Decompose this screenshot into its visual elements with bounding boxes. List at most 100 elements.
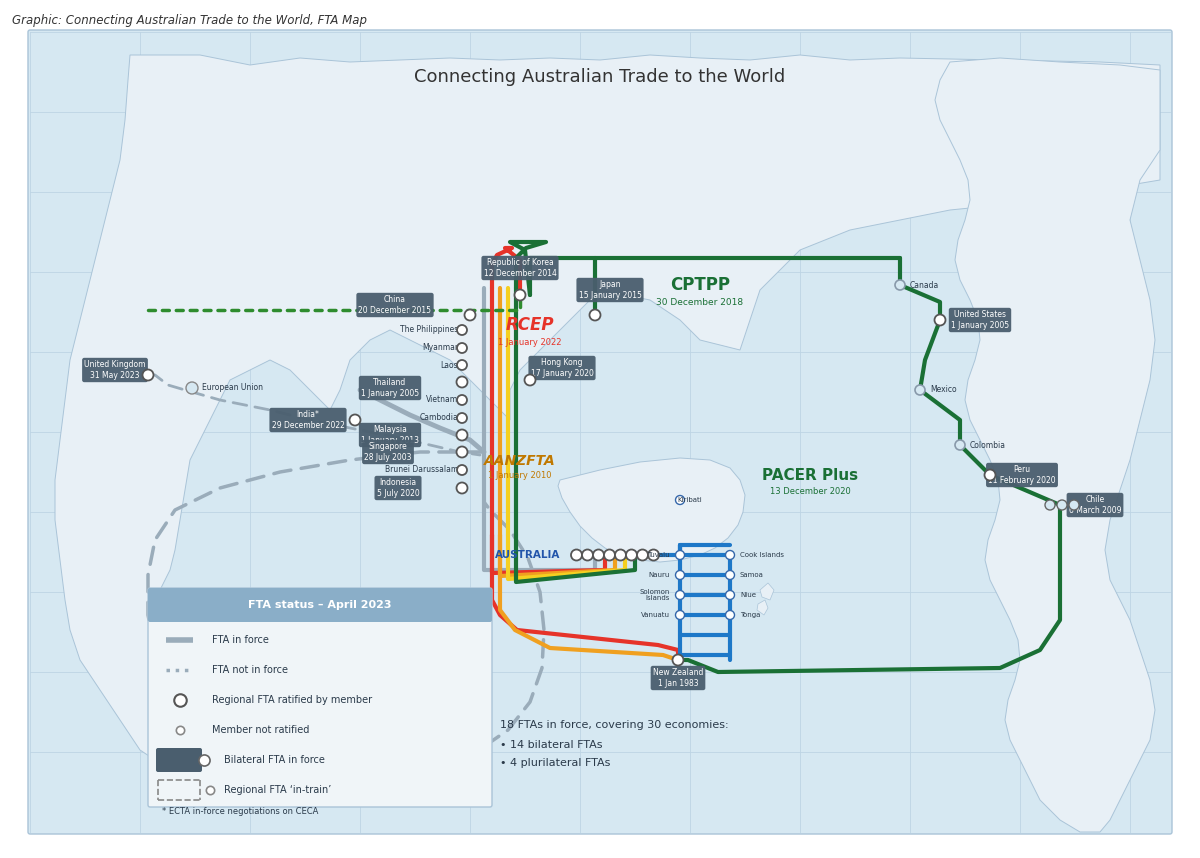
Text: China
20 December 2015: China 20 December 2015 bbox=[359, 295, 432, 315]
Text: Bilateral FTA in force: Bilateral FTA in force bbox=[224, 755, 325, 765]
Text: United Kingdom
31 May 2023: United Kingdom 31 May 2023 bbox=[84, 360, 145, 380]
FancyBboxPatch shape bbox=[156, 748, 202, 772]
Text: Samoa: Samoa bbox=[740, 572, 764, 578]
Text: PACER Plus: PACER Plus bbox=[762, 468, 858, 483]
Text: 1 January 2010: 1 January 2010 bbox=[488, 471, 552, 480]
Text: Myanmar: Myanmar bbox=[422, 343, 458, 353]
Circle shape bbox=[349, 414, 360, 426]
Circle shape bbox=[457, 343, 467, 353]
Polygon shape bbox=[558, 458, 745, 562]
Text: FTA in force: FTA in force bbox=[212, 635, 269, 645]
Circle shape bbox=[726, 551, 734, 559]
Text: Peru
11 February 2020: Peru 11 February 2020 bbox=[988, 465, 1056, 485]
Circle shape bbox=[186, 382, 198, 394]
Circle shape bbox=[456, 482, 468, 493]
Circle shape bbox=[457, 413, 467, 423]
Circle shape bbox=[676, 611, 684, 619]
Text: The Philippines: The Philippines bbox=[400, 325, 458, 335]
Text: India*
29 December 2022: India* 29 December 2022 bbox=[271, 410, 344, 430]
FancyBboxPatch shape bbox=[148, 588, 492, 807]
Text: * ECTA in-force negotiations on CECA: * ECTA in-force negotiations on CECA bbox=[162, 807, 318, 817]
Circle shape bbox=[984, 469, 996, 480]
Text: RCEP: RCEP bbox=[505, 316, 554, 334]
Text: Niue: Niue bbox=[740, 592, 756, 598]
Text: Connecting Australian Trade to the World: Connecting Australian Trade to the World bbox=[414, 68, 786, 86]
Circle shape bbox=[456, 430, 468, 440]
Text: Laos: Laos bbox=[440, 360, 458, 370]
Circle shape bbox=[524, 374, 535, 385]
Circle shape bbox=[589, 310, 600, 321]
Text: Hong Kong
17 January 2020: Hong Kong 17 January 2020 bbox=[530, 358, 594, 378]
Text: Brunei Darussalam: Brunei Darussalam bbox=[385, 466, 458, 474]
Circle shape bbox=[626, 549, 637, 560]
Circle shape bbox=[457, 465, 467, 475]
Text: New Zealand
1 Jan 1983: New Zealand 1 Jan 1983 bbox=[653, 668, 703, 688]
Text: Vietnam: Vietnam bbox=[426, 396, 458, 404]
Text: Chile
6 March 2009: Chile 6 March 2009 bbox=[1069, 495, 1121, 515]
Text: Cook Islands: Cook Islands bbox=[740, 552, 784, 558]
Circle shape bbox=[955, 440, 965, 450]
Text: 18 FTAs in force, covering 30 economies:: 18 FTAs in force, covering 30 economies: bbox=[500, 720, 728, 730]
Circle shape bbox=[676, 496, 684, 505]
Text: Singapore
28 July 2003: Singapore 28 July 2003 bbox=[365, 442, 412, 462]
Text: Nauru: Nauru bbox=[649, 572, 670, 578]
Circle shape bbox=[616, 549, 626, 560]
Circle shape bbox=[676, 551, 684, 559]
Text: European Union: European Union bbox=[202, 384, 263, 392]
Circle shape bbox=[582, 549, 593, 560]
Text: Solomon
Islands: Solomon Islands bbox=[640, 589, 670, 601]
Text: FTA status – April 2023: FTA status – April 2023 bbox=[248, 600, 391, 610]
Text: Thailand
1 January 2005: Thailand 1 January 2005 bbox=[361, 378, 419, 398]
Text: AUSTRALIA: AUSTRALIA bbox=[494, 550, 560, 560]
Text: Japan
15 January 2015: Japan 15 January 2015 bbox=[578, 280, 642, 300]
Polygon shape bbox=[935, 58, 1160, 832]
Circle shape bbox=[935, 315, 946, 325]
Circle shape bbox=[604, 549, 616, 560]
Text: Graphic: Connecting Australian Trade to the World, FTA Map: Graphic: Connecting Australian Trade to … bbox=[12, 14, 367, 27]
Circle shape bbox=[726, 571, 734, 579]
Circle shape bbox=[593, 549, 604, 560]
Circle shape bbox=[457, 325, 467, 335]
Text: AANZFTA: AANZFTA bbox=[484, 454, 556, 468]
Circle shape bbox=[726, 611, 734, 619]
Text: Member not ratified: Member not ratified bbox=[212, 725, 310, 735]
Text: Regional FTA ratified by member: Regional FTA ratified by member bbox=[212, 695, 372, 705]
Polygon shape bbox=[760, 583, 774, 600]
Circle shape bbox=[916, 385, 925, 395]
Text: Tuvalu: Tuvalu bbox=[647, 552, 670, 558]
Text: Vanuatu: Vanuatu bbox=[641, 612, 670, 618]
Circle shape bbox=[571, 549, 582, 560]
Text: CPTPP: CPTPP bbox=[670, 276, 730, 294]
Text: 30 December 2018: 30 December 2018 bbox=[656, 298, 744, 307]
Circle shape bbox=[648, 549, 659, 560]
Circle shape bbox=[515, 289, 526, 300]
Text: Cambodia: Cambodia bbox=[419, 414, 458, 422]
Circle shape bbox=[637, 549, 648, 560]
Text: FTA not in force: FTA not in force bbox=[212, 665, 288, 675]
Circle shape bbox=[676, 590, 684, 600]
Text: Indonesia
5 July 2020: Indonesia 5 July 2020 bbox=[377, 478, 419, 498]
Circle shape bbox=[456, 377, 468, 388]
Polygon shape bbox=[757, 600, 768, 615]
Text: United States
1 January 2005: United States 1 January 2005 bbox=[950, 310, 1009, 330]
Circle shape bbox=[143, 370, 154, 380]
Text: Malaysia
1 January 2013: Malaysia 1 January 2013 bbox=[361, 425, 419, 445]
FancyBboxPatch shape bbox=[28, 30, 1172, 834]
Circle shape bbox=[895, 280, 905, 290]
Text: • 14 bilateral FTAs: • 14 bilateral FTAs bbox=[500, 740, 602, 750]
Text: 13 December 2020: 13 December 2020 bbox=[769, 487, 851, 496]
Text: 1 January 2022: 1 January 2022 bbox=[498, 338, 562, 347]
Text: Kiribati: Kiribati bbox=[678, 497, 702, 503]
Circle shape bbox=[464, 310, 475, 321]
Circle shape bbox=[726, 590, 734, 600]
Text: Canada: Canada bbox=[910, 281, 940, 289]
Circle shape bbox=[1069, 500, 1079, 510]
Circle shape bbox=[672, 655, 684, 666]
Text: Colombia: Colombia bbox=[970, 440, 1006, 450]
Text: • 4 plurilateral FTAs: • 4 plurilateral FTAs bbox=[500, 758, 611, 768]
Text: Republic of Korea
12 December 2014: Republic of Korea 12 December 2014 bbox=[484, 258, 557, 278]
Circle shape bbox=[457, 395, 467, 405]
FancyBboxPatch shape bbox=[148, 588, 492, 622]
Polygon shape bbox=[55, 55, 1160, 760]
Circle shape bbox=[457, 360, 467, 370]
